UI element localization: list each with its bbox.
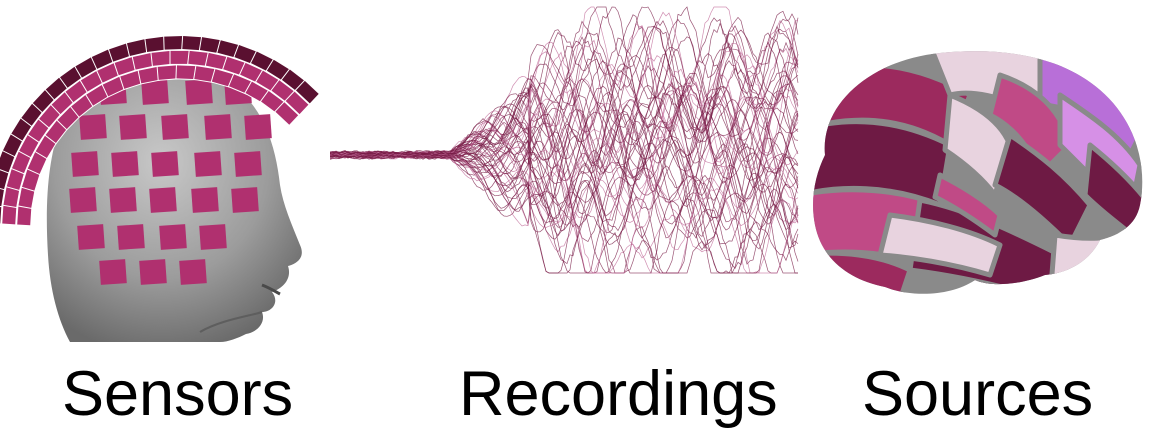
sensor-helmet: [0, 34, 321, 227]
sensor-patch: [71, 151, 99, 177]
recording-trace: [330, 41, 799, 190]
recording-trace: [330, 10, 799, 156]
helmet-sensor: [294, 79, 321, 105]
sensor-patch: [244, 114, 272, 140]
sensor-patch: [234, 151, 262, 177]
sensor-patch: [179, 259, 207, 285]
sensor-patch: [161, 114, 189, 140]
sensor-patch: [141, 79, 169, 105]
sensor-patch: [159, 224, 187, 250]
sensor-patch: [111, 151, 139, 177]
caption-sources: Sources: [862, 359, 1094, 429]
helmet-sensor: [175, 64, 197, 81]
brain-parcels: [813, 51, 1143, 294]
jaw-line: [199, 311, 263, 333]
recording-trace: [330, 149, 798, 274]
recording-trace: [330, 20, 799, 169]
trace-group: [330, 6, 799, 274]
helmet-sensor: [0, 184, 6, 208]
sensor-patch: [149, 187, 177, 213]
sensor-patch: [79, 114, 107, 140]
brain-parcel: [877, 212, 1003, 278]
sensor-patch: [117, 224, 145, 250]
sensor-patch: [119, 114, 147, 140]
helmet-sensor: [150, 49, 173, 67]
helmet-sensor: [156, 64, 179, 81]
caption-recordings: Recordings: [459, 359, 778, 429]
sensor-patch: [231, 187, 259, 213]
brain-parcel: [987, 72, 1073, 178]
helmet-sensor: [274, 100, 300, 127]
recording-trace: [330, 142, 799, 274]
sensor-patch: [204, 114, 232, 140]
sensors-illustration: [0, 20, 360, 360]
helmet-sensor: [163, 34, 185, 51]
sensor-patch: [151, 151, 179, 177]
brain-parcel: [992, 132, 1093, 248]
caption-sensors: Sensors: [62, 359, 294, 429]
recording-traces: [330, 6, 799, 274]
sensor-patch: [194, 151, 222, 177]
sensor-patch: [77, 224, 105, 250]
mouth-line: [261, 283, 281, 296]
brain-parcel: [1047, 227, 1143, 294]
sensor-patch: [191, 187, 219, 213]
recording-trace: [330, 63, 799, 209]
helmet-sensor: [0, 202, 3, 225]
recording-trace: [330, 41, 799, 180]
helmet-sensor: [284, 90, 310, 116]
recording-trace: [330, 6, 799, 155]
recording-trace: [330, 22, 799, 181]
sensor-patch: [99, 259, 127, 285]
head-model-icon: [0, 34, 321, 342]
helmet-sensor: [169, 49, 191, 65]
sensor-patch: [69, 187, 97, 213]
sensor-patch: [185, 79, 213, 105]
brain-parcel: [932, 172, 1003, 238]
sensor-patch: [199, 224, 227, 250]
sensor-patches: [69, 79, 272, 285]
sensor-patch: [109, 187, 137, 213]
recordings-illustration: [330, 5, 800, 275]
sources-illustration: [800, 35, 1150, 300]
sensor-patch: [139, 259, 167, 285]
brain-surface-icon: [813, 51, 1143, 294]
